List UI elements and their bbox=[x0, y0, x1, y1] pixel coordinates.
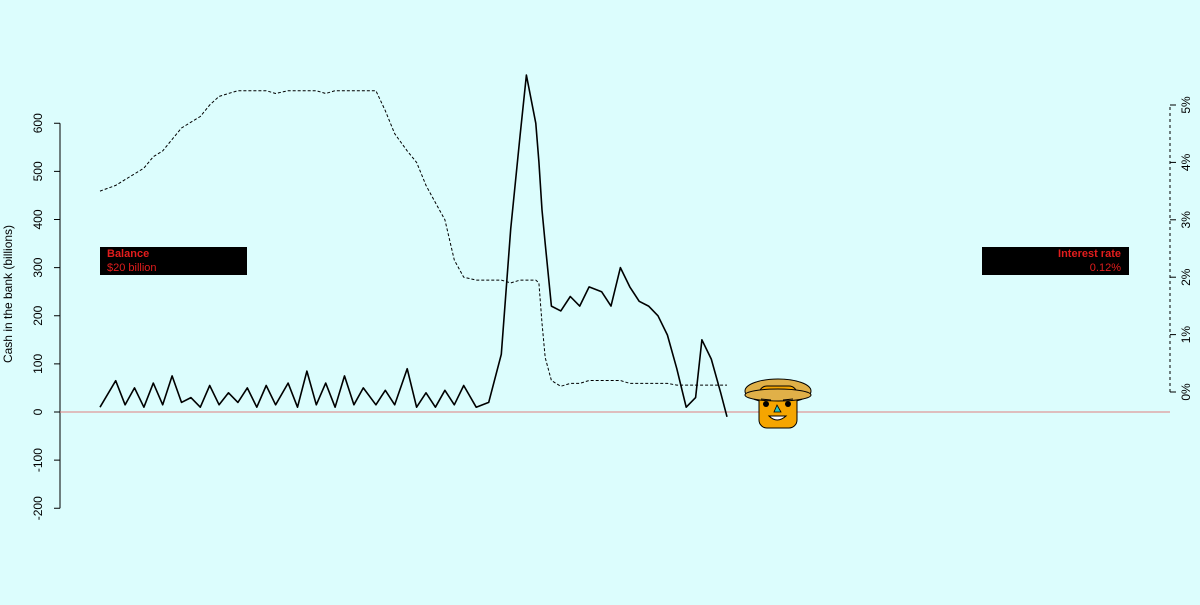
mascot-left-brow bbox=[760, 398, 772, 401]
left-tick-label: 200 bbox=[31, 305, 45, 325]
interest-rate-box-title: Interest rate bbox=[1058, 248, 1121, 260]
left-tick-label: 100 bbox=[31, 354, 45, 374]
balance-box: Balance $20 billion bbox=[100, 247, 247, 275]
mascot-mouth bbox=[767, 415, 788, 421]
series-group bbox=[99, 74, 728, 418]
left-tick-label: -200 bbox=[31, 496, 45, 520]
mascot-nose bbox=[773, 404, 782, 413]
left-tick-label: 0 bbox=[31, 408, 45, 415]
left-tick-label: -100 bbox=[31, 448, 45, 472]
right-tick-label: 1% bbox=[1179, 326, 1193, 344]
mascot-face-icon bbox=[744, 378, 812, 429]
right-tick-label: 0% bbox=[1179, 383, 1193, 401]
mascot-hat-brim bbox=[744, 388, 812, 402]
balance-box-background bbox=[100, 247, 247, 275]
balance-box-value: $20 billion bbox=[107, 262, 157, 274]
left-tick-label: 500 bbox=[31, 161, 45, 181]
left-tick-label: 600 bbox=[31, 113, 45, 133]
right-tick-label: 5% bbox=[1179, 96, 1193, 114]
mascot-right-brow bbox=[782, 398, 794, 401]
right-tick-label: 2% bbox=[1179, 268, 1193, 286]
left-y-axis: -200 -100 0 100 200 300 400 500 600 bbox=[31, 113, 61, 520]
right-tick-label: 4% bbox=[1179, 153, 1193, 171]
balance-series-line bbox=[99, 74, 728, 418]
balance-box-title: Balance bbox=[107, 248, 149, 260]
left-tick-label: 400 bbox=[31, 209, 45, 229]
left-tick-label: 300 bbox=[31, 257, 45, 277]
mascot-left-eye bbox=[763, 401, 769, 407]
y-axis-title: Cash in the bank (billions) bbox=[1, 225, 15, 363]
right-y-axis: 0% 1% 2% 3% 4% 5% bbox=[1169, 96, 1193, 401]
right-tick-label: 3% bbox=[1179, 211, 1193, 229]
interest-rate-box-background bbox=[982, 247, 1129, 275]
interest-rate-box-value: 0.12% bbox=[1090, 262, 1121, 274]
mascot-right-eye bbox=[785, 401, 791, 407]
interest-rate-series-line bbox=[99, 90, 727, 387]
interest-rate-box: Interest rate 0.12% bbox=[982, 247, 1129, 275]
